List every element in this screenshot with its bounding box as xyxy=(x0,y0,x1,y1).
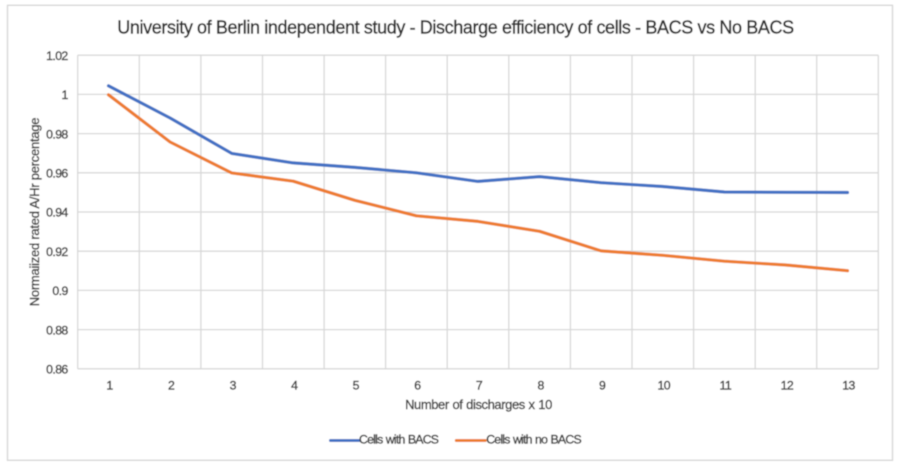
svg-text:12: 12 xyxy=(781,379,794,393)
svg-text:University of Berlin independe: University of Berlin independent study -… xyxy=(117,18,794,38)
svg-text:0.86: 0.86 xyxy=(46,363,68,377)
svg-text:9: 9 xyxy=(599,379,606,393)
svg-text:0.96: 0.96 xyxy=(46,167,68,181)
svg-text:Normaiized rated A/Hr percenta: Normaiized rated A/Hr percentage xyxy=(27,118,42,307)
svg-text:1: 1 xyxy=(106,379,113,393)
svg-text:4: 4 xyxy=(291,379,298,393)
svg-text:0.94: 0.94 xyxy=(46,206,68,220)
svg-text:1.02: 1.02 xyxy=(46,49,68,63)
svg-text:0.9: 0.9 xyxy=(52,284,68,298)
svg-text:13: 13 xyxy=(842,379,855,393)
svg-text:11: 11 xyxy=(720,379,732,393)
svg-text:5: 5 xyxy=(353,379,360,393)
svg-text:0.92: 0.92 xyxy=(46,245,68,259)
svg-text:3: 3 xyxy=(230,379,237,393)
svg-text:6: 6 xyxy=(414,379,421,393)
svg-text:Number of discharges x 10: Number of discharges x 10 xyxy=(405,397,552,412)
svg-text:0.88: 0.88 xyxy=(46,323,68,337)
svg-text:1: 1 xyxy=(61,88,68,102)
svg-text:2: 2 xyxy=(168,379,175,393)
svg-text:8: 8 xyxy=(537,379,544,393)
svg-text:Cells with no BACS: Cells with no BACS xyxy=(486,432,581,446)
svg-text:7: 7 xyxy=(476,379,483,393)
svg-text:10: 10 xyxy=(657,379,670,393)
svg-text:0.98: 0.98 xyxy=(46,127,68,141)
svg-text:Cells with BACS: Cells with BACS xyxy=(359,432,439,446)
